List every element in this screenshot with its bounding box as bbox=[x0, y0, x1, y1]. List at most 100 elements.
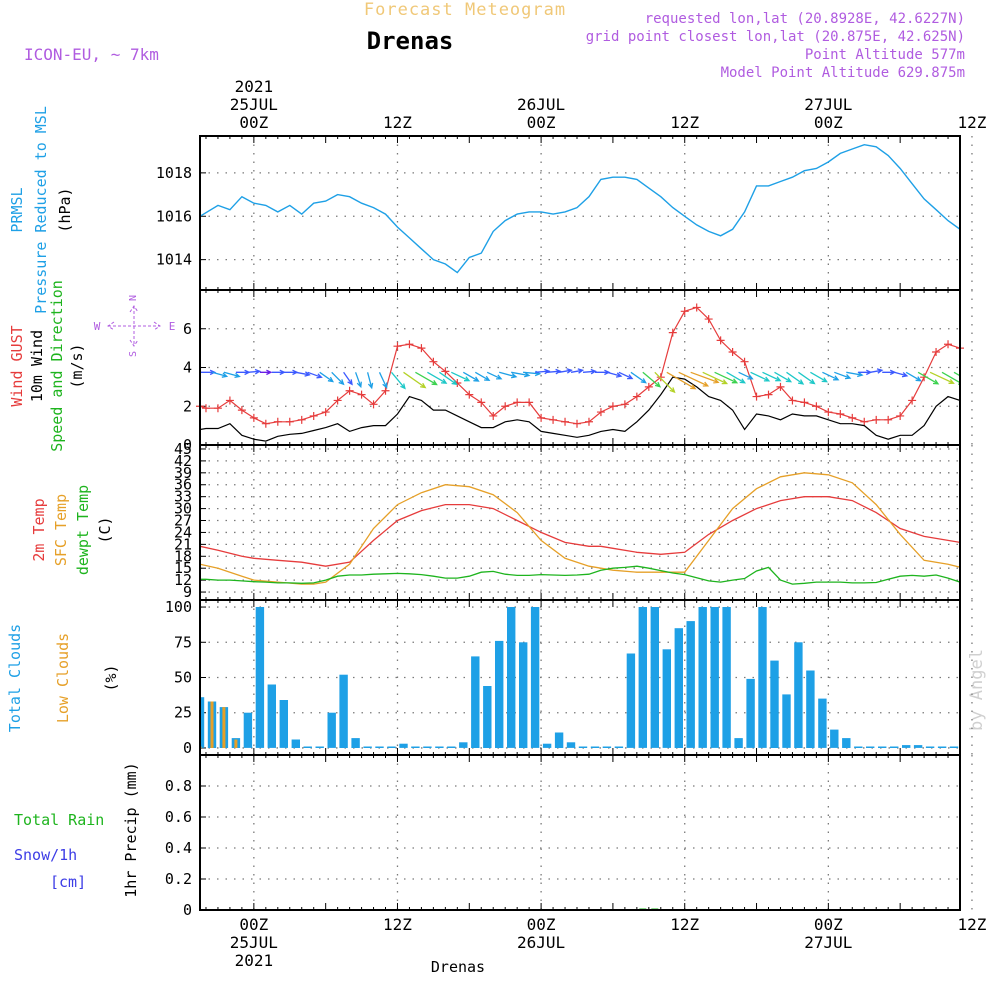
wind-direction-arrow bbox=[535, 368, 551, 375]
wind-compass: N S W E bbox=[94, 295, 176, 357]
pressure-panel-border bbox=[199, 135, 961, 291]
total-cloud-bar bbox=[782, 694, 791, 748]
total-cloud-bar bbox=[794, 642, 803, 748]
total-cloud-bar bbox=[842, 738, 851, 748]
total-cloud-bar bbox=[746, 678, 755, 748]
wind-gust-marker bbox=[297, 415, 306, 424]
wind-direction-arrow bbox=[366, 372, 374, 390]
wind-direction-arrow bbox=[714, 371, 739, 384]
wind-panel: 0 2 4 6 bbox=[183, 290, 973, 454]
total-cloud-bar bbox=[447, 746, 456, 748]
wind-gust-marker bbox=[369, 400, 378, 409]
wind-gust-marker bbox=[537, 413, 546, 422]
wind-gust-marker bbox=[381, 386, 390, 395]
wind-direction-arrow bbox=[762, 371, 782, 382]
wind-y-tick-label: 2 bbox=[183, 397, 192, 415]
total-cloud-bar bbox=[471, 656, 480, 748]
total-cloud-bar bbox=[734, 738, 743, 748]
low-cloud-bar bbox=[234, 739, 238, 748]
wind-gust-marker bbox=[561, 417, 570, 426]
wind-gust-marker bbox=[692, 303, 701, 312]
wind-gust-marker bbox=[932, 348, 941, 356]
total-cloud-bar bbox=[200, 697, 205, 748]
wind-gust-marker bbox=[764, 390, 773, 399]
wind-direction-arrow bbox=[499, 371, 518, 379]
wind-gust-marker bbox=[776, 382, 785, 391]
wind-gust-marker bbox=[896, 411, 905, 420]
total-cloud-bar bbox=[303, 746, 312, 748]
wind-gust-marker bbox=[836, 410, 845, 418]
temperature-y-tick-label: 33 bbox=[174, 488, 192, 506]
temperature-axis-label: (C) bbox=[96, 516, 114, 543]
total-cloud-bar bbox=[937, 746, 947, 748]
wind-gust-marker bbox=[632, 392, 641, 401]
wind-direction-arrow bbox=[929, 371, 955, 384]
wind-direction-arrow bbox=[726, 371, 747, 384]
wind-gust-marker bbox=[728, 348, 737, 356]
top-date-label: 27JUL bbox=[804, 95, 852, 114]
wind-gust-marker bbox=[441, 367, 450, 376]
total-cloud-bar bbox=[375, 746, 384, 748]
compass-n: N bbox=[128, 295, 139, 301]
temperature-panel-border bbox=[199, 444, 961, 601]
wind-gust-marker bbox=[273, 417, 282, 426]
bottom-time-tick-label: 12Z bbox=[958, 915, 987, 934]
credit-watermark: by Angel bbox=[967, 649, 987, 731]
wind-gust-marker bbox=[417, 344, 426, 353]
wind-direction-arrow bbox=[427, 371, 448, 384]
wind-direction-arrow bbox=[786, 371, 805, 385]
low-cloud-bar bbox=[210, 701, 214, 748]
wind-gust-marker bbox=[225, 396, 234, 405]
top-date-label: 26JUL bbox=[517, 95, 565, 114]
wind-gust-marker bbox=[549, 415, 558, 424]
total-cloud-bar bbox=[614, 746, 624, 748]
bottom-date-label: 2021 bbox=[235, 951, 274, 970]
total-cloud-bar bbox=[363, 746, 372, 748]
total-cloud-bar bbox=[542, 743, 552, 748]
total-cloud-bar bbox=[255, 607, 265, 748]
wind-gust-marker bbox=[644, 382, 653, 391]
total-cloud-bar bbox=[722, 607, 731, 748]
total-cloud-bar bbox=[662, 649, 671, 748]
wind-direction-arrow bbox=[295, 371, 311, 377]
clouds-axis-label: Total Clouds bbox=[6, 624, 24, 732]
temperature-y-tick-label: 15 bbox=[174, 559, 192, 577]
total-cloud-bar bbox=[339, 674, 348, 748]
wind-direction-arrow bbox=[451, 371, 471, 382]
precip-label-unit: [cm] bbox=[50, 873, 86, 891]
pressure-axis-label: Pressure Reduced to MSL bbox=[32, 106, 50, 314]
wind-gust-marker bbox=[393, 342, 402, 351]
wind-gust-marker bbox=[584, 417, 593, 426]
temperature-y-tick-label: 42 bbox=[174, 452, 192, 470]
wind-gust-marker bbox=[668, 328, 677, 337]
wind-gust-marker bbox=[656, 373, 665, 382]
wind-gust-marker bbox=[405, 340, 414, 349]
wind-direction-arrow bbox=[666, 371, 697, 390]
clouds-y-tick-label: 100 bbox=[165, 598, 192, 616]
wind-direction-arrow bbox=[570, 368, 585, 374]
precip-y-tick-label: 0.4 bbox=[165, 839, 192, 857]
total-cloud-bar bbox=[590, 746, 600, 748]
model-point-altitude: Model Point Altitude 629.875m bbox=[721, 65, 965, 81]
total-cloud-bar bbox=[399, 743, 408, 748]
total-cloud-bar bbox=[495, 640, 504, 748]
temperature-y-tick-label: 45 bbox=[174, 440, 192, 458]
wind-gust-marker bbox=[237, 406, 246, 415]
bottom-date-label: 25JUL bbox=[230, 933, 278, 952]
total-cloud-bar bbox=[327, 712, 336, 748]
top-date-label: 2021 bbox=[235, 77, 274, 96]
total-cloud-bar bbox=[770, 660, 779, 748]
wind-gust-marker bbox=[812, 402, 821, 411]
wind-gust-marker bbox=[884, 415, 893, 424]
wind-gust-marker bbox=[848, 413, 857, 422]
bottom-time-tick-label: 12Z bbox=[383, 915, 412, 934]
temperature-y-tick-label: 36 bbox=[174, 476, 192, 494]
total-cloud-bar bbox=[758, 607, 767, 748]
wind-direction-arrow bbox=[223, 371, 241, 379]
sfc-temp-line bbox=[200, 472, 960, 585]
top-time-tick-label: 00Z bbox=[527, 113, 556, 132]
wind-gust-marker bbox=[261, 419, 270, 428]
clouds-y-tick-label: 25 bbox=[174, 704, 192, 722]
wind-direction-arrow bbox=[474, 371, 491, 382]
wind-gust-marker bbox=[213, 404, 222, 413]
